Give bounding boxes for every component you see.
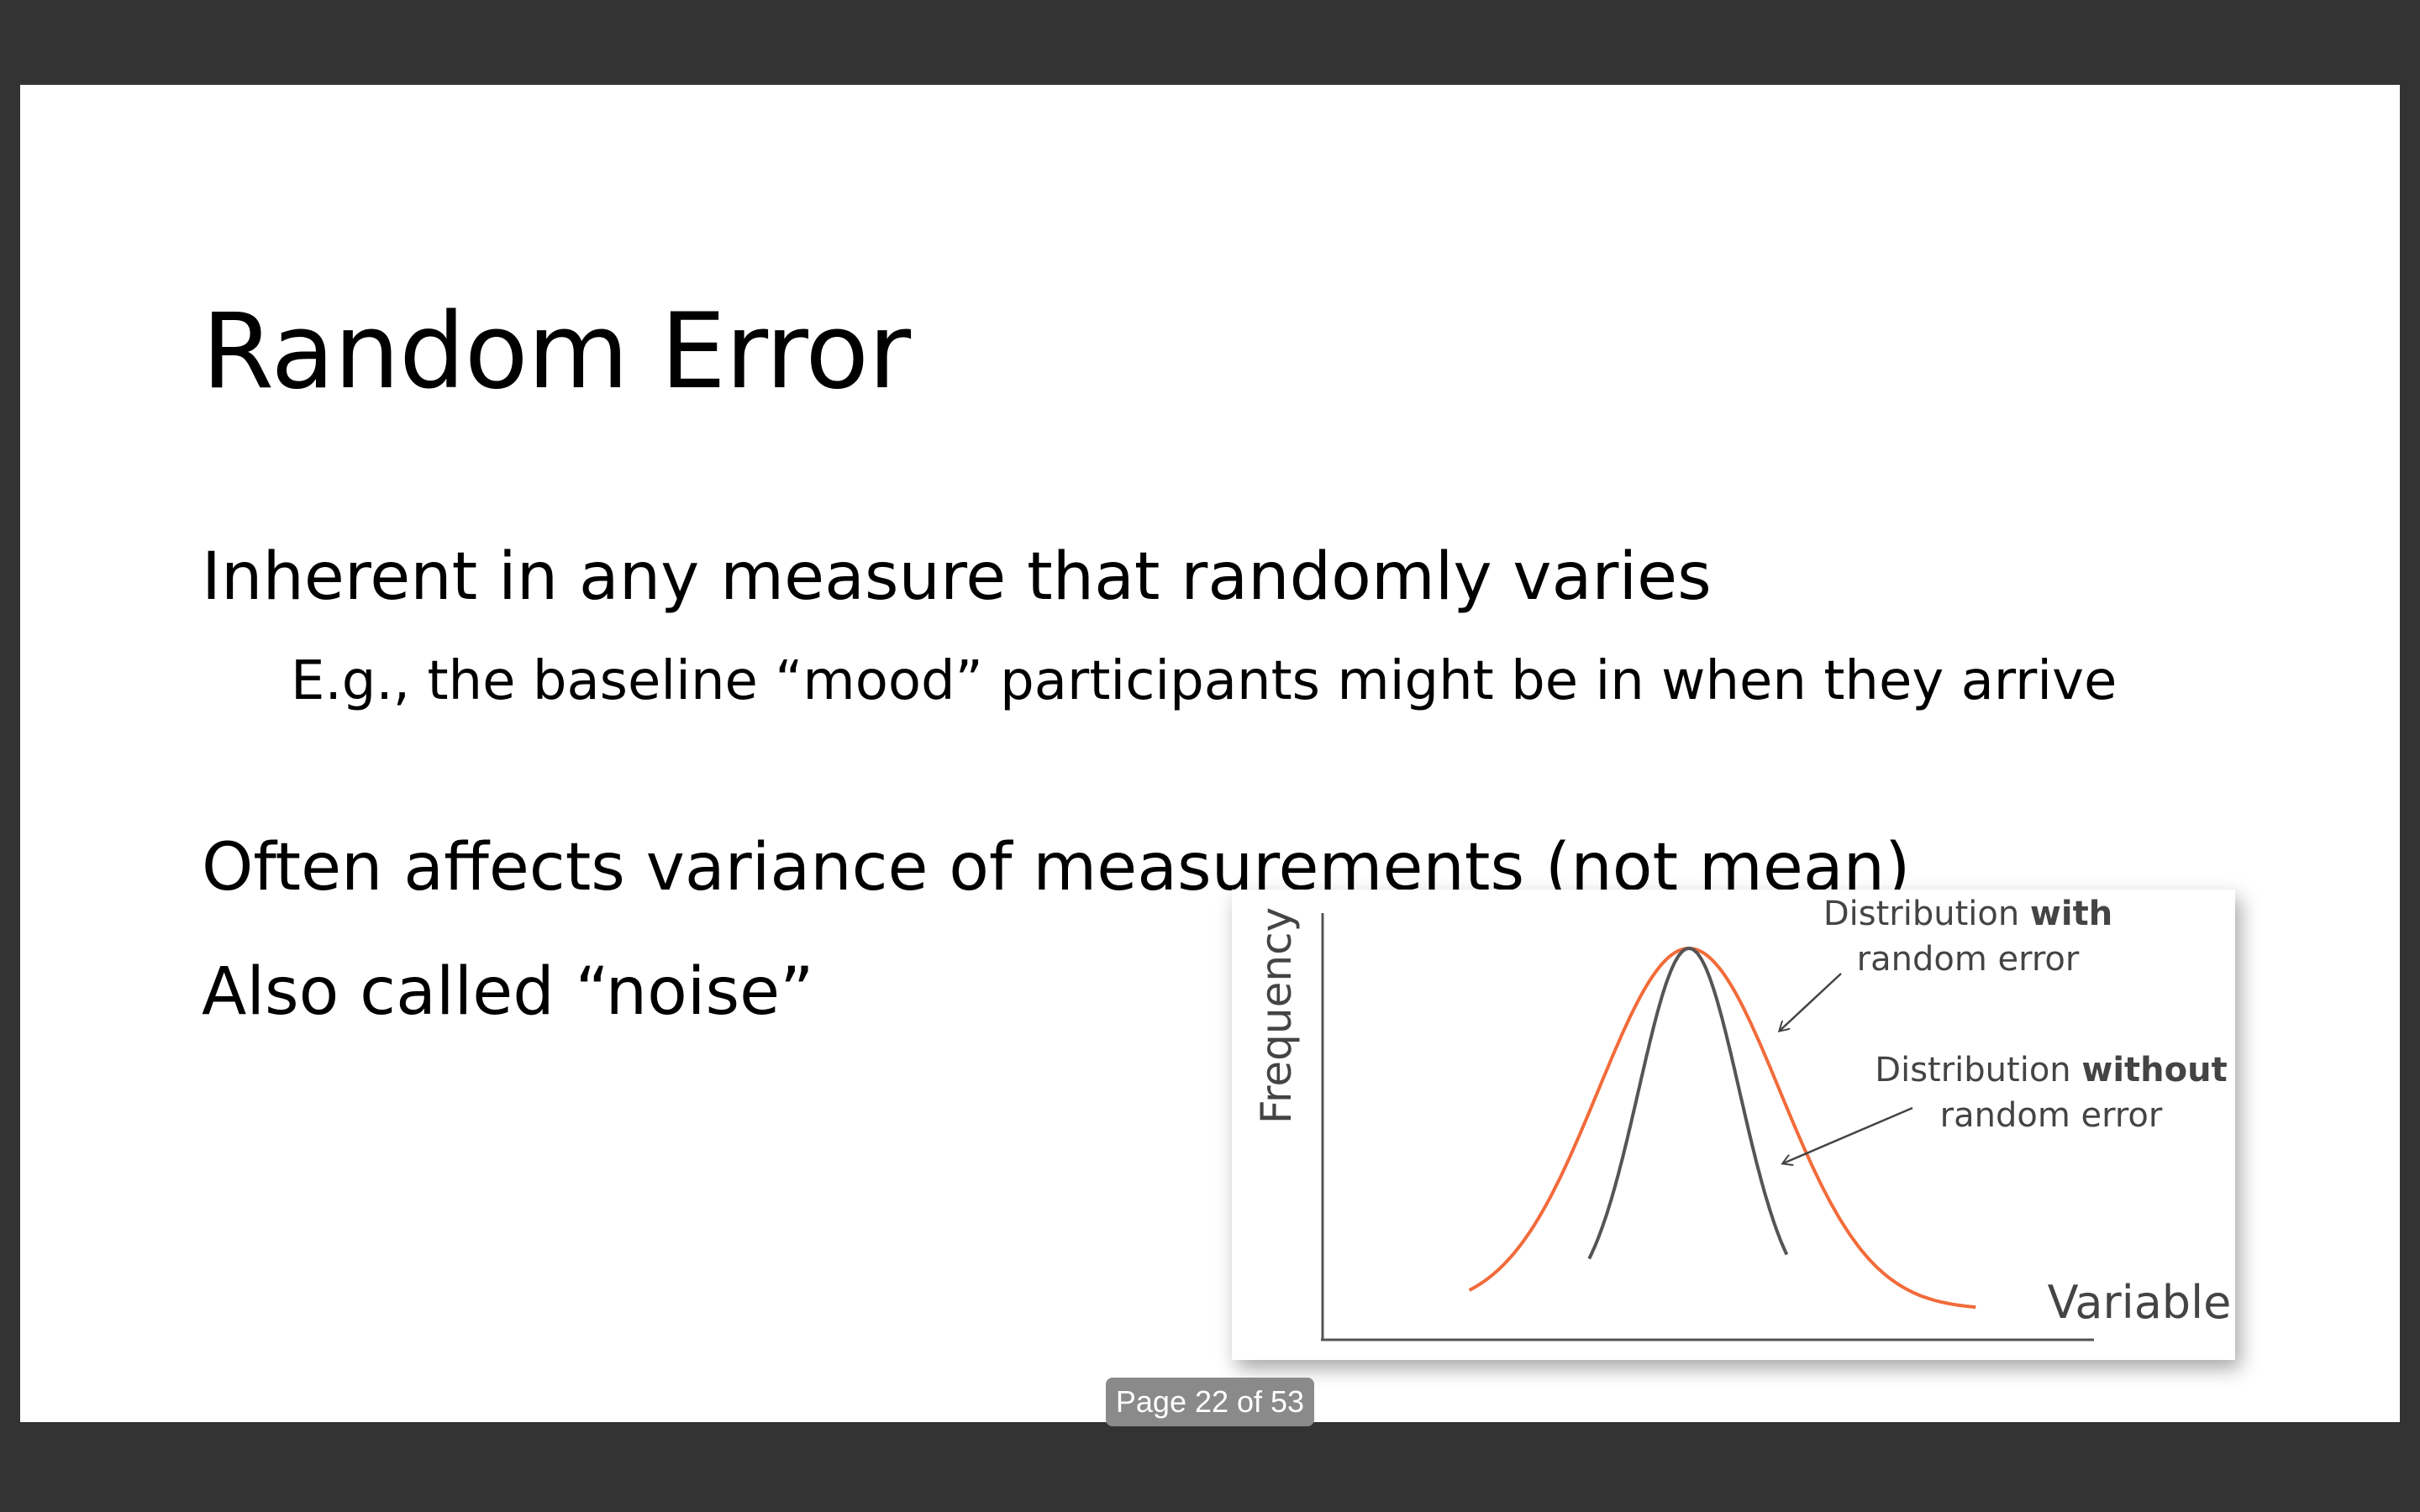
sub-bullet-item: E.g., the baseline “mood” participants m… bbox=[291, 650, 2118, 712]
y-axis-label: Frequency bbox=[1252, 907, 1301, 1124]
without-error-arrow bbox=[1783, 1106, 1913, 1163]
curve-without-random-error bbox=[1587, 946, 1789, 1260]
with-error-label-line1: Distribution with bbox=[1823, 895, 2112, 933]
slide-page: Random Error Inherent in any measure tha… bbox=[20, 85, 2400, 1422]
without-error-label-line1: Distribution without bbox=[1875, 1051, 2227, 1089]
with-error-arrow bbox=[1780, 973, 1842, 1031]
distribution-chart: Frequency Variable Distribution with ran… bbox=[1252, 895, 2232, 1341]
curve-with-random-error bbox=[1468, 946, 1976, 1310]
without-error-label-line2: random error bbox=[1940, 1096, 2163, 1135]
slide-title: Random Error bbox=[202, 291, 911, 412]
bullet-item: Inherent in any measure that randomly va… bbox=[202, 539, 1712, 615]
with-error-label-line2: random error bbox=[1857, 940, 2080, 979]
page-indicator: Page 22 of 53 bbox=[1106, 1378, 1314, 1426]
bullet-item: Also called “noise” bbox=[202, 954, 814, 1030]
x-axis-label: Variable bbox=[2048, 1276, 2232, 1329]
distribution-figure: Frequency Variable Distribution with ran… bbox=[1232, 890, 2235, 1360]
